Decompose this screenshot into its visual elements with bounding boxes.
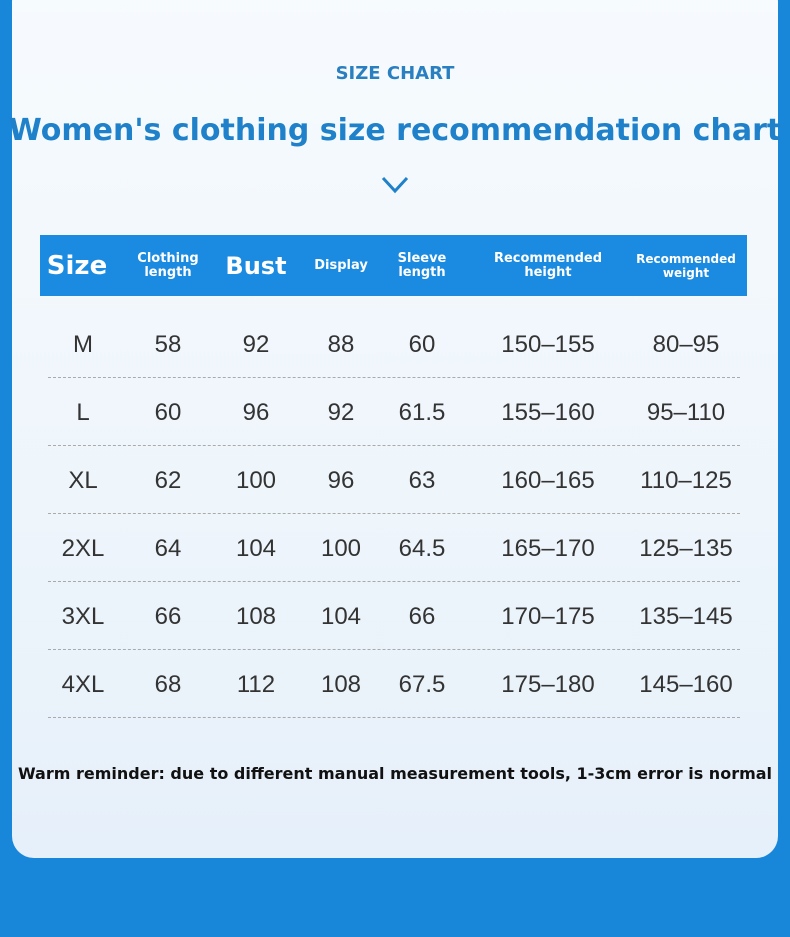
cell: 108	[235, 603, 277, 630]
cell: 60	[408, 331, 436, 358]
cell: 60	[154, 399, 182, 426]
cell: 125–135	[639, 535, 733, 562]
cell: 145–160	[639, 671, 733, 698]
cell: 2XL	[61, 535, 105, 562]
cell: 62	[154, 467, 182, 494]
cell: 96	[242, 399, 270, 426]
cell: 104	[235, 535, 277, 562]
card	[12, 0, 778, 858]
column-header: Recommended height	[493, 250, 603, 280]
cell: 110–125	[640, 467, 732, 494]
column-header: Bust	[225, 251, 287, 280]
cell: 155–160	[501, 399, 595, 426]
cell: 100	[320, 535, 362, 562]
cell: 66	[408, 603, 436, 630]
column-header: Display	[314, 257, 368, 273]
cell: 112	[236, 671, 276, 698]
cell: 66	[154, 603, 182, 630]
cell: 96	[327, 467, 355, 494]
cell: 68	[154, 671, 182, 698]
cell: 64.5	[398, 535, 446, 562]
row-divider	[48, 377, 740, 378]
header-bar	[40, 235, 747, 296]
cell: 67.5	[398, 671, 446, 698]
cell: 61.5	[398, 399, 446, 426]
row-divider	[48, 649, 740, 650]
cell: 160–165	[501, 467, 595, 494]
cell: 88	[327, 331, 355, 358]
chevron	[381, 176, 409, 194]
cell: 80–95	[652, 331, 720, 358]
cell: 150–155	[501, 331, 595, 358]
cell: 165–170	[501, 535, 595, 562]
cell: L	[76, 399, 90, 426]
cell: 58	[154, 331, 182, 358]
cell: 4XL	[61, 671, 105, 698]
cell: 100	[235, 467, 277, 494]
title: Women's clothing size recommendation cha…	[8, 113, 782, 148]
cell: M	[73, 331, 93, 358]
cell: 92	[242, 331, 270, 358]
cell: 108	[320, 671, 362, 698]
row-divider	[48, 445, 740, 446]
cell: 175–180	[501, 671, 595, 698]
cell: 63	[408, 467, 436, 494]
column-header: Clothing length	[137, 250, 199, 280]
cell: 92	[327, 399, 355, 426]
kicker: SIZE CHART	[335, 63, 455, 84]
cell: XL	[68, 467, 98, 494]
cell: 104	[320, 603, 362, 630]
row-divider	[48, 717, 740, 718]
cell: 135–145	[639, 603, 733, 630]
cell: 170–175	[501, 603, 595, 630]
column-header: Recommended weight	[636, 251, 736, 280]
row-divider	[48, 513, 740, 514]
cell: 95–110	[646, 399, 726, 426]
note: Warm reminder: due to different manual m…	[17, 764, 773, 783]
column-header: Size	[46, 250, 108, 281]
cell: 3XL	[61, 603, 105, 630]
row-divider	[48, 581, 740, 582]
column-header: Sleeve length	[397, 250, 447, 280]
cell: 64	[154, 535, 182, 562]
